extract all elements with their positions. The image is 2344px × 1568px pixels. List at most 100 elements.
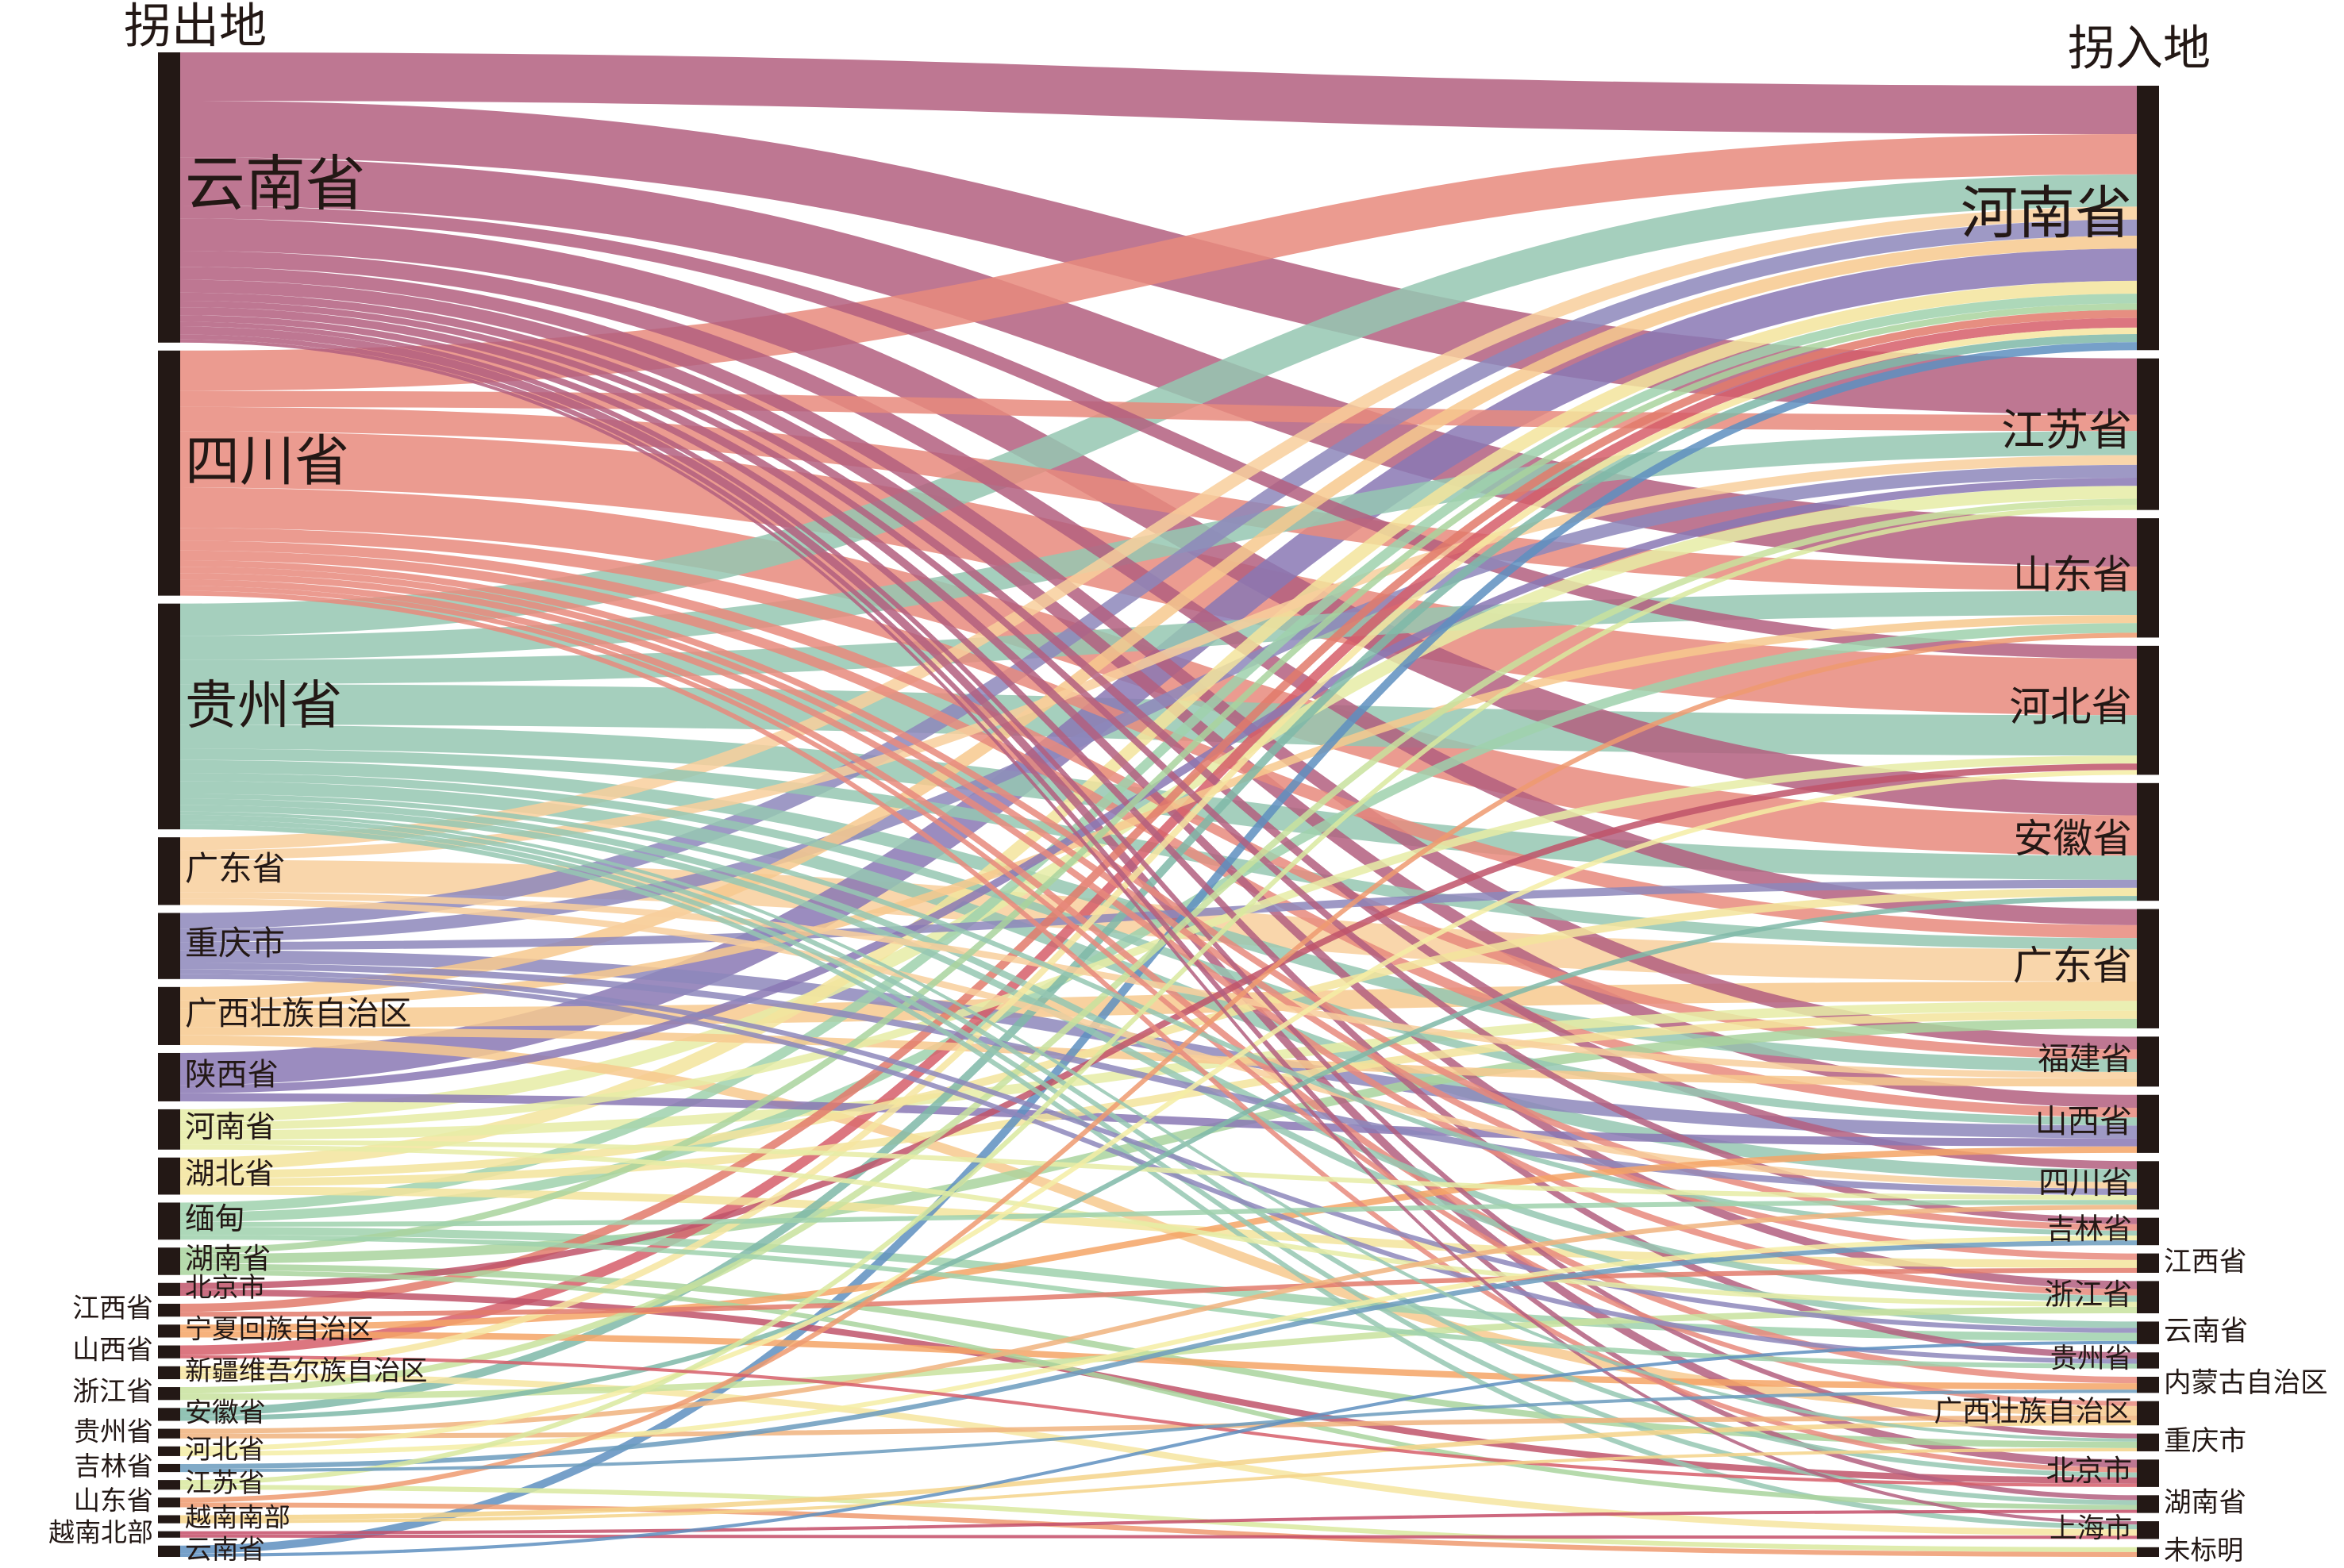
target-node <box>2137 86 2159 351</box>
target-label: 广西壮族自治区 <box>1934 1395 2133 1428</box>
flow <box>179 567 2138 1260</box>
source-label: 宁夏回族自治区 <box>185 1313 374 1345</box>
source-label: 浙江省 <box>72 1376 153 1408</box>
flow <box>179 1509 2138 1535</box>
flow <box>179 763 2138 1289</box>
target-label: 内蒙古自治区 <box>2164 1367 2328 1399</box>
target-label: 河南省 <box>1961 180 2132 247</box>
flow <box>179 1534 2138 1539</box>
flow <box>179 632 2138 1503</box>
target-node <box>2137 1321 2159 1344</box>
source-node <box>158 1408 180 1421</box>
target-node <box>2137 1094 2159 1153</box>
target-label: 江西省 <box>2164 1246 2247 1278</box>
flow <box>179 206 2138 659</box>
source-label: 重庆市 <box>185 924 285 963</box>
target-node <box>2137 1352 2159 1369</box>
flow <box>179 559 2138 1231</box>
flow <box>179 1236 2138 1456</box>
source-node <box>158 1387 180 1401</box>
target-node <box>2137 1433 2159 1451</box>
source-label: 江西省 <box>72 1293 153 1324</box>
flow <box>179 1267 2138 1317</box>
source-node <box>158 350 180 596</box>
flow <box>179 623 2138 1222</box>
target-node <box>2137 1377 2159 1393</box>
flow <box>179 590 2138 685</box>
source-label: 贵州省 <box>185 674 342 736</box>
target-label: 河北省 <box>2009 684 2132 732</box>
flow <box>179 1340 2138 1558</box>
target-label: 安徽省 <box>2014 816 2132 862</box>
target-node <box>2137 1161 2159 1210</box>
target-label: 江苏省 <box>2001 405 2132 455</box>
target-node <box>2137 1217 2159 1246</box>
flow <box>179 814 2138 1478</box>
flow <box>179 896 2138 1421</box>
target-node <box>2137 1253 2159 1273</box>
target-node <box>2137 1521 2159 1539</box>
target-label: 湖南省 <box>2164 1487 2246 1519</box>
flow <box>179 1502 2138 1557</box>
flow <box>179 333 2138 1416</box>
source-node <box>158 1366 180 1380</box>
source-node <box>158 1446 180 1456</box>
flow <box>179 824 2138 1530</box>
source-label: 陕西省 <box>185 1057 279 1093</box>
target-label: 山东省 <box>2013 551 2132 598</box>
target-node <box>2137 1547 2159 1557</box>
flow <box>179 1420 2138 1520</box>
flow <box>179 1146 2138 1332</box>
flow <box>179 770 2138 1451</box>
source-node <box>158 1497 180 1508</box>
flow <box>179 1485 2138 1552</box>
flow <box>179 1240 2138 1470</box>
source-label: 越南北部 <box>48 1517 153 1548</box>
flow <box>179 505 2138 1485</box>
flow <box>179 315 2138 1359</box>
target-label: 浙江省 <box>2044 1278 2132 1312</box>
flow <box>179 250 2138 925</box>
flow <box>179 133 2138 391</box>
flow <box>179 963 2138 1195</box>
target-label: 贵州省 <box>2050 1343 2132 1374</box>
source-label: 湖北省 <box>185 1156 275 1191</box>
source-node <box>158 1202 180 1240</box>
target-node <box>2137 645 2159 775</box>
nodes: 云南省四川省贵州省广东省重庆市广西壮族自治区陕西省河南省湖北省缅甸湖南省北京市江… <box>48 52 2328 1566</box>
source-label: 安徽省 <box>185 1397 266 1428</box>
flow <box>179 327 2138 1373</box>
target-node <box>2137 1495 2159 1513</box>
flow <box>179 1355 2138 1487</box>
flow <box>179 1205 2138 1434</box>
target-label: 吉林省 <box>2046 1212 2132 1246</box>
source-label: 贵州省 <box>74 1416 153 1447</box>
target-label: 四川省 <box>2038 1166 2132 1201</box>
source-label: 新疆维吾尔族自治区 <box>185 1355 427 1387</box>
target-node <box>2137 1459 2159 1487</box>
target-label: 北京市 <box>2046 1454 2132 1488</box>
flow <box>179 1027 2138 1087</box>
flow <box>179 292 2138 1170</box>
flow <box>179 218 2138 816</box>
source-label: 北京市 <box>185 1272 266 1304</box>
source-node <box>158 837 180 905</box>
flow <box>179 1270 2138 1510</box>
source-node <box>158 1345 180 1359</box>
target-node <box>2137 518 2159 638</box>
target-node <box>2137 1036 2159 1087</box>
source-label: 河北省 <box>185 1434 264 1465</box>
target-label: 广东省 <box>2013 943 2132 989</box>
flow <box>179 498 2138 1394</box>
source-node <box>158 1545 180 1557</box>
source-label: 山西省 <box>72 1335 153 1366</box>
source-label: 四川省 <box>185 430 349 494</box>
source-label: 广西壮族自治区 <box>185 994 411 1032</box>
flow <box>179 309 2138 1312</box>
flow <box>179 1144 2138 1307</box>
source-node <box>158 1282 180 1297</box>
target-title: 拐入地 <box>2068 21 2211 77</box>
flow <box>179 892 2138 1079</box>
flow <box>179 1447 2138 1524</box>
